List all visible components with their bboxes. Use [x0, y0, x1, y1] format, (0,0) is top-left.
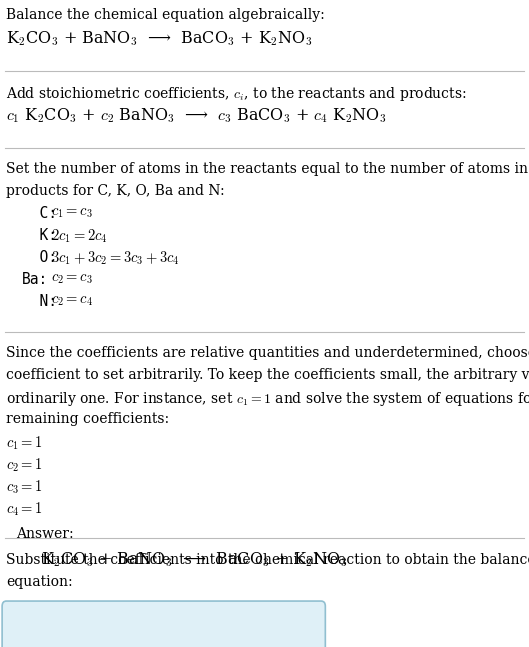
Text: $c_2 = 1$: $c_2 = 1$ — [6, 456, 43, 474]
Text: Set the number of atoms in the reactants equal to the number of atoms in the: Set the number of atoms in the reactants… — [6, 162, 529, 176]
Text: coefficient to set arbitrarily. To keep the coefficients small, the arbitrary va: coefficient to set arbitrarily. To keep … — [6, 368, 529, 382]
Text: $3 c_1 + 3 c_2 = 3 c_3 + 3 c_4$: $3 c_1 + 3 c_2 = 3 c_3 + 3 c_4$ — [51, 250, 180, 267]
Text: $2 c_1 = 2 c_4$: $2 c_1 = 2 c_4$ — [51, 228, 108, 245]
Text: K$_2$CO$_3$ + BaNO$_3$  ⟶  BaCO$_3$ + K$_2$NO$_3$: K$_2$CO$_3$ + BaNO$_3$ ⟶ BaCO$_3$ + K$_2… — [6, 30, 313, 49]
Text: Add stoichiometric coefficients, $c_i$, to the reactants and products:: Add stoichiometric coefficients, $c_i$, … — [6, 85, 467, 103]
Text: O:: O: — [22, 250, 57, 265]
Text: $c_4 = 1$: $c_4 = 1$ — [6, 500, 43, 518]
Text: $c_1 = c_3$: $c_1 = c_3$ — [51, 206, 93, 220]
Text: Ba:: Ba: — [22, 272, 49, 287]
Text: $c_3 = 1$: $c_3 = 1$ — [6, 478, 43, 496]
Text: $c_1$ K$_2$CO$_3$ + $c_2$ BaNO$_3$  ⟶  $c_3$ BaCO$_3$ + $c_4$ K$_2$NO$_3$: $c_1$ K$_2$CO$_3$ + $c_2$ BaNO$_3$ ⟶ $c_… — [6, 107, 387, 126]
Text: $c_2 = c_4$: $c_2 = c_4$ — [51, 294, 93, 308]
Text: products for C, K, O, Ba and N:: products for C, K, O, Ba and N: — [6, 184, 225, 198]
Text: ordinarily one. For instance, set $c_1 = 1$ and solve the system of equations fo: ordinarily one. For instance, set $c_1 =… — [6, 390, 529, 408]
Text: equation:: equation: — [6, 575, 73, 589]
Text: K$_2$CO$_3$ + BaNO$_3$  ⟶  BaCO$_3$ + K$_2$NO$_3$: K$_2$CO$_3$ + BaNO$_3$ ⟶ BaCO$_3$ + K$_2… — [41, 550, 347, 569]
Text: Answer:: Answer: — [16, 527, 74, 541]
Text: $c_1 = 1$: $c_1 = 1$ — [6, 434, 43, 452]
Text: N:: N: — [22, 294, 57, 309]
Text: $c_2 = c_3$: $c_2 = c_3$ — [51, 272, 93, 286]
Text: Balance the chemical equation algebraically:: Balance the chemical equation algebraica… — [6, 8, 325, 22]
Text: C:: C: — [22, 206, 57, 221]
Text: Since the coefficients are relative quantities and underdetermined, choose a: Since the coefficients are relative quan… — [6, 346, 529, 360]
Text: K:: K: — [22, 228, 57, 243]
Text: remaining coefficients:: remaining coefficients: — [6, 412, 169, 426]
FancyBboxPatch shape — [2, 601, 325, 647]
Text: Substitute the coefficients into the chemical reaction to obtain the balanced: Substitute the coefficients into the che… — [6, 553, 529, 567]
